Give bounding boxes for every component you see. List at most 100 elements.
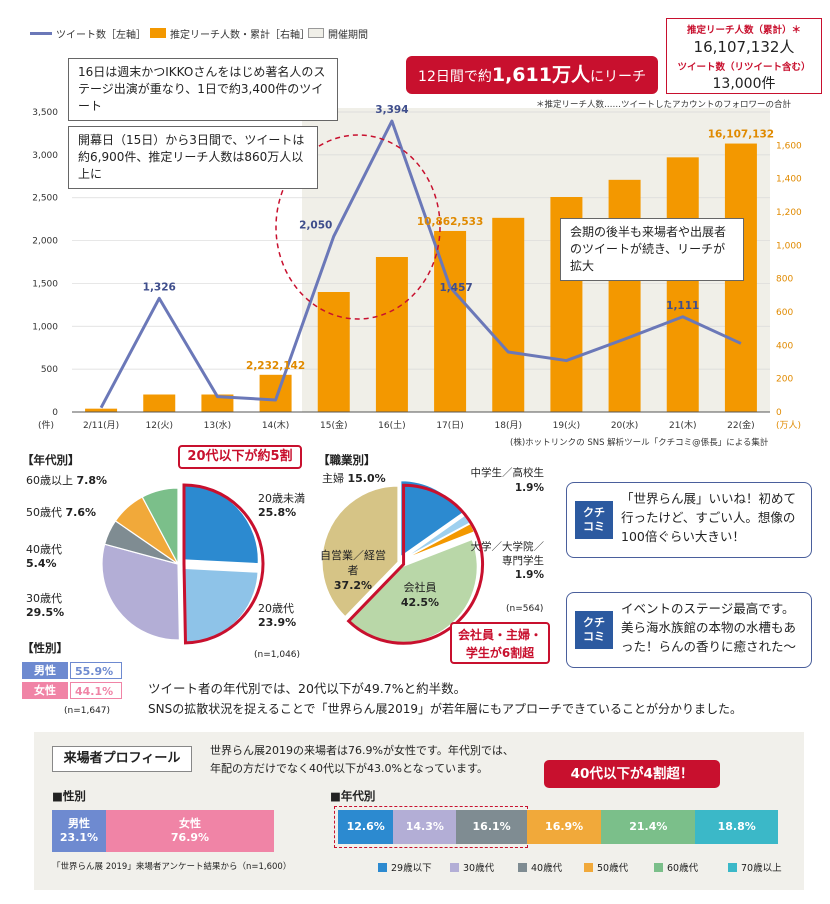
reach-bar — [201, 394, 234, 412]
left-tick-label: 3,000 — [32, 151, 58, 161]
banner-pre: 12日間で約 — [418, 69, 492, 85]
tweet-data-label: 1,457 — [439, 282, 472, 294]
reach-bar — [492, 217, 525, 412]
right-axis-unit: (万人) — [776, 420, 801, 431]
reach-data-label: 2,232,142 — [246, 360, 305, 372]
age-label-60: 60歳以上 7.8% — [26, 474, 108, 487]
age-pie-n: (n=1,046) — [254, 650, 301, 660]
reach-footnote: ＊推定リーチ人数……ツイートしたアカウントのフォロワーの合計 — [536, 100, 792, 110]
reach-data-label: 16,107,132 — [708, 129, 774, 141]
total-tweets-label: ツイート数（リツイート含む） — [677, 62, 811, 73]
legend-period-swatch — [308, 28, 324, 38]
profile-age-bar: 12.6% 14.3% 16.1% 16.9% 21.4% 18.8% — [338, 810, 778, 844]
profile-source: 「世界らん展 2019」来場者アンケート結果から（n=1,600） — [52, 862, 292, 872]
total-tweets-value: 13,000件 — [712, 76, 776, 92]
profile-age-legend-item: 70歳以上 — [728, 860, 782, 874]
right-tick-label: 400 — [776, 341, 793, 351]
pie-highlight-outline — [346, 483, 485, 645]
visitor-profile-panel: 来場者プロフィール 世界らん展2019の来場者は76.9%が女性です。年代別では… — [34, 732, 804, 890]
profile-age-legend-item: 60歳代 — [654, 860, 698, 874]
profile-age-seg: 21.4% — [601, 810, 696, 844]
reach-data-label: 10,862,533 — [417, 216, 483, 228]
profile-callout: 40代以下が4割超！ — [544, 760, 720, 788]
x-tick-label: 16(土) — [378, 419, 405, 431]
pie-slice — [181, 483, 259, 565]
x-tick-label: 14(木) — [262, 419, 289, 431]
left-tick-label: 500 — [41, 365, 58, 375]
summary-line-1: ツイート者の年代別では、20代以下が49.7%と約半数。 — [148, 681, 467, 696]
profile-age-seg: 12.6% — [338, 810, 394, 844]
totals-box: 推定リーチ人数（累計）＊ 16,107,132人 ツイート数（リツイート含む） … — [666, 18, 822, 94]
right-tick-label: 200 — [776, 375, 793, 385]
callout-opening: 開幕日（15日）から3日間で、ツイートは約6,900件、推定リーチ人数は860万… — [68, 126, 318, 189]
profile-age-legend: 29歳以下 30歳代 40歳代 50歳代 60歳代 70歳以上 — [378, 860, 798, 874]
banner-strong: 1,611万人 — [491, 64, 590, 86]
left-tick-label: 1,000 — [32, 322, 58, 332]
profile-age-legend-item: 30歳代 — [450, 860, 494, 874]
reach-bar — [85, 408, 118, 412]
gender-tw-female-value: 44.1% — [70, 682, 122, 699]
legend-period-label: 開催期間 — [328, 30, 368, 41]
reach-bar — [259, 374, 292, 412]
right-tick-label: 0 — [776, 408, 782, 418]
reach-bar — [317, 292, 350, 412]
job-label-self: 自営業／経営者 37.2% — [320, 549, 386, 592]
job-pie — [321, 480, 485, 645]
age-label-u20: 20歳未満 25.8% — [258, 492, 305, 519]
left-tick-label: 1,500 — [32, 279, 58, 289]
gender-tw-male-value: 55.9% — [70, 662, 122, 679]
pie-highlight-outline — [182, 483, 265, 645]
profile-gender-title: ■性別 — [52, 789, 86, 803]
profile-age-seg: 16.1% — [456, 810, 527, 844]
profile-female-seg: 女性 76.9% — [106, 810, 274, 852]
profile-age-seg: 14.3% — [393, 810, 457, 844]
reach-bar — [143, 394, 176, 412]
kuchikomi-quote-1: クチ コミ 「世界らん展」いいね！初めて行ったけど、すごい人。想像の100倍ぐらい… — [566, 482, 812, 558]
job-pie-n: (n=564) — [506, 604, 544, 614]
tweet-data-label: 3,394 — [375, 104, 408, 116]
age-pie — [101, 483, 265, 645]
age-pie-title: 【年代別】 — [22, 453, 80, 467]
x-tick-label: 19(火) — [553, 420, 580, 431]
left-axis-unit: (件) — [38, 419, 54, 431]
reach-bar — [608, 179, 641, 412]
profile-age-title: ■年代別 — [330, 789, 376, 803]
x-tick-label: 21(木) — [669, 419, 696, 431]
profile-age-seg: 18.8% — [695, 810, 778, 844]
job-label-office: 会社員 42.5% — [400, 581, 440, 609]
age-highlight: 20代以下が約5割 — [178, 445, 302, 469]
profile-male-seg: 男性 23.1% — [52, 810, 106, 852]
x-tick-label: 15(金) — [320, 419, 347, 431]
profile-age-legend-item: 50歳代 — [584, 860, 628, 874]
callout-16th: 16日は週末かつIKKOさんをはじめ著名人のステージ出演が重なり、1日で約3,4… — [68, 58, 338, 121]
profile-age-legend-item: 29歳以下 — [378, 860, 432, 874]
profile-age-legend-item: 40歳代 — [518, 860, 562, 874]
tweet-data-label: 2,050 — [299, 219, 332, 231]
pie-slice — [101, 543, 181, 641]
x-tick-label: 17(日) — [436, 420, 463, 431]
legend-tweets-label: ツイート数［左軸］ — [56, 30, 146, 41]
x-tick-label: 22(金) — [727, 419, 754, 431]
right-axis: 0 200 400 600 800 1,000 1,200 1,400 1,600 (万人) — [776, 141, 802, 431]
summary-line-2: SNSの拡散状況を捉えることで「世界らん展2019」が若年層にもアプローチできて… — [148, 702, 743, 716]
right-tick-label: 800 — [776, 275, 793, 285]
left-axis: 0 500 1,000 1,500 2,000 2,500 3,000 3,500 (件) — [32, 108, 58, 431]
left-tick-label: 2,000 — [32, 237, 58, 247]
reach-bars — [85, 143, 757, 413]
age-label-30: 30歳代 29.5% — [26, 592, 65, 619]
total-reach-value: 16,107,132人 — [693, 38, 795, 56]
x-tick-label: 18(月) — [495, 420, 522, 431]
kuchikomi-quote-2: クチ コミ イベントのステージ最高です。美ら海水族館の本物の水槽もあった！らんの香… — [566, 592, 812, 668]
data-labels: 2,232,142 10,862,533 16,107,132 1,326 2,050 3… — [143, 104, 774, 372]
pie-slice — [141, 487, 179, 565]
job-highlight: 会社員・主婦・ 学生が6割超 — [450, 622, 550, 664]
x-tick-label: 13(水) — [204, 419, 231, 431]
job-pie-title: 【職業別】 — [318, 453, 376, 467]
job-label-housewife: 主婦 15.0% — [322, 472, 386, 485]
profile-title: 来場者プロフィール — [52, 746, 192, 772]
job-label-univ: 大学／大学院／ 専門学生 1.9% — [470, 541, 545, 581]
x-tick-label: 12(火) — [146, 420, 173, 431]
right-tick-label: 1,400 — [776, 175, 802, 185]
age-label-20: 20歳代 23.9% — [258, 602, 297, 629]
profile-desc-2: 年配の方だけでなく40代以下が43.0%となっています。 — [210, 762, 488, 775]
